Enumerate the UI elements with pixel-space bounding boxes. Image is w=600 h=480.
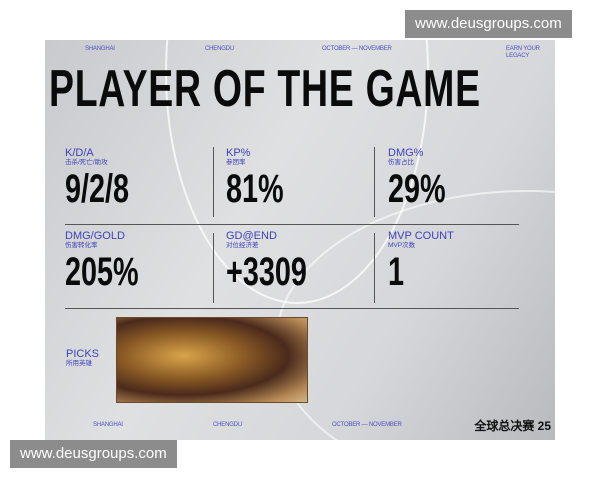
divider bbox=[65, 308, 519, 309]
picks-heading: PICKS 所用英雄 bbox=[66, 349, 99, 368]
worlds-logo: 全球总决赛 25 bbox=[474, 419, 551, 433]
stat-dmg-percent: DMG% 伤害占比 29% bbox=[388, 147, 468, 211]
player-of-the-game-card: SHANGHAI CHENGDU OCTOBER — NOVEMBER EARN… bbox=[45, 40, 555, 440]
stat-kda: K/D/A 击杀/死亡/助攻 9/2/8 bbox=[65, 147, 154, 211]
stat-kp: KP% 参团率 81% bbox=[226, 147, 306, 211]
footer-dates: OCTOBER — NOVEMBER bbox=[332, 422, 402, 428]
header-dates: OCTOBER — NOVEMBER bbox=[322, 46, 392, 52]
stat-label: MVP COUNT bbox=[388, 230, 454, 242]
champion-pick-image bbox=[116, 317, 308, 403]
divider bbox=[213, 233, 214, 303]
header-city-2: CHENGDU bbox=[205, 46, 234, 52]
watermark-top: www.deusgroups.com bbox=[405, 10, 572, 38]
stat-label: DMG/GOLD bbox=[65, 230, 125, 242]
stat-label: GD@END bbox=[226, 230, 277, 242]
stat-sublabel: 伤害占比 bbox=[388, 159, 414, 166]
stat-sublabel: 伤害转化率 bbox=[65, 242, 98, 249]
stat-value: +3309 bbox=[226, 250, 307, 294]
picks-label: PICKS bbox=[66, 348, 100, 360]
divider bbox=[213, 147, 214, 217]
stat-label: DMG% bbox=[388, 147, 424, 159]
stat-value: 9/2/8 bbox=[65, 167, 130, 211]
footer-city-2: CHENGDU bbox=[213, 422, 242, 428]
stat-value: 81% bbox=[226, 167, 284, 211]
divider bbox=[374, 147, 375, 217]
header-city-1: SHANGHAI bbox=[85, 46, 115, 52]
divider bbox=[65, 224, 519, 225]
stat-mvp-count: MVP COUNT MVP次数 1 bbox=[388, 230, 454, 294]
page-title: PLAYER OF THE GAME bbox=[49, 60, 481, 118]
stat-value: 205% bbox=[65, 250, 139, 294]
stat-label: K/D/A bbox=[65, 147, 94, 159]
stat-label: KP% bbox=[226, 147, 251, 159]
stat-sublabel: 参团率 bbox=[226, 159, 246, 166]
divider bbox=[374, 233, 375, 303]
picks-sublabel: 所用英雄 bbox=[66, 360, 92, 367]
stat-value: 29% bbox=[388, 167, 446, 211]
stat-dmg-gold: DMG/GOLD 伤害转化率 205% bbox=[65, 230, 167, 294]
header-tagline-2: LEGACY bbox=[506, 53, 530, 59]
footer-city-1: SHANGHAI bbox=[93, 422, 123, 428]
stat-value: 1 bbox=[388, 250, 405, 294]
stat-gd-end: GD@END 对位经济差 +3309 bbox=[226, 230, 338, 294]
stat-sublabel: 对位经济差 bbox=[226, 242, 259, 249]
stat-sublabel: 击杀/死亡/助攻 bbox=[65, 159, 108, 166]
header-tagline-1: EARN YOUR bbox=[506, 46, 540, 52]
stat-sublabel: MVP次数 bbox=[388, 242, 416, 249]
watermark-bottom: www.deusgroups.com bbox=[10, 440, 177, 468]
